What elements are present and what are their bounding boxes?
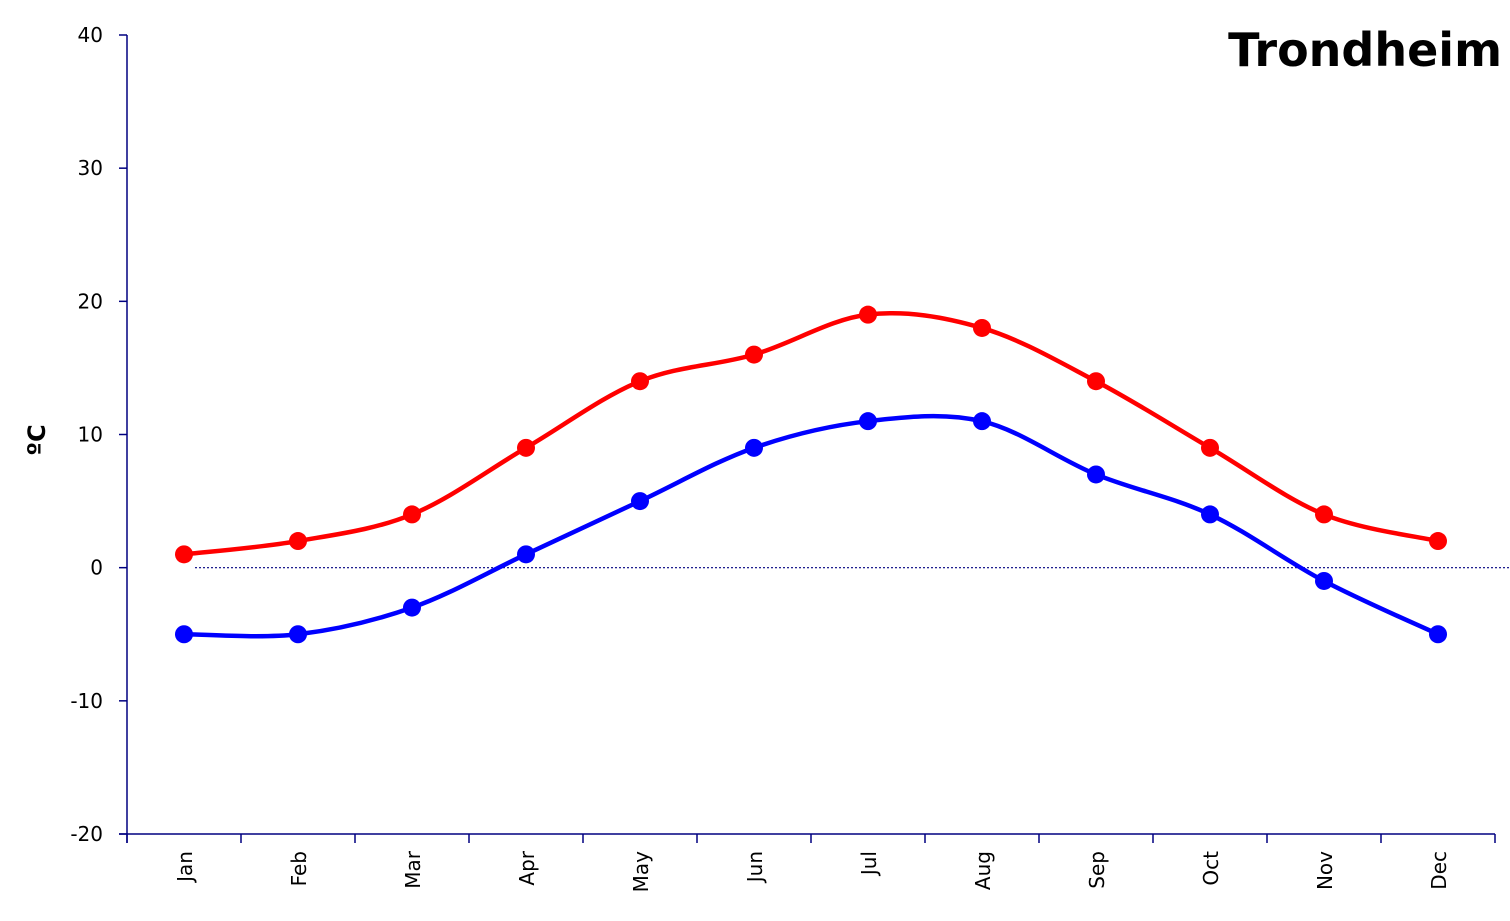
chart-title: Trondheim [1228,23,1502,77]
data-point-high-jan [175,545,193,564]
data-point-low-oct [1201,505,1219,524]
data-point-high-aug [973,318,991,337]
data-point-high-jul [859,305,877,324]
data-point-high-feb [289,532,307,551]
data-point-high-mar [403,505,421,524]
data-point-low-nov [1315,571,1333,590]
x-tick-label-jun: Jun [743,851,767,884]
x-tick-label-feb: Feb [287,851,311,886]
data-point-high-nov [1315,505,1333,524]
y-tick-label: 20 [78,289,103,313]
data-point-high-oct [1201,438,1219,457]
x-tick-label-aug: Aug [971,851,995,890]
y-tick-label: 0 [90,556,103,580]
data-point-low-mar [403,598,421,617]
data-point-low-jun [745,438,763,457]
data-point-high-jun [745,345,763,364]
x-tick-label-sep: Sep [1085,851,1109,889]
x-tick-label-oct: Oct [1199,851,1223,886]
x-tick-label-apr: Apr [515,850,539,885]
data-point-low-apr [517,545,535,564]
y-tick-label: 40 [78,23,103,47]
data-point-low-aug [973,412,991,431]
data-point-high-apr [517,438,535,457]
y-tick-label: 30 [78,156,103,180]
data-point-high-may [631,372,649,391]
data-point-low-dec [1429,625,1447,644]
data-point-low-may [631,492,649,511]
x-tick-label-mar: Mar [401,850,425,889]
x-tick-label-jan: Jan [173,851,197,884]
x-tick-label-nov: Nov [1313,851,1337,890]
data-point-low-jul [859,412,877,431]
y-tick-label: 10 [78,423,103,447]
y-tick-label: -10 [70,689,103,713]
series-line-high [183,311,1439,557]
y-tick-label: -20 [70,822,103,846]
data-point-low-jan [175,625,193,644]
x-tick-label-jul: Jul [857,851,881,877]
y-axis-label: ºC [23,424,51,455]
data-point-low-sep [1087,465,1105,484]
data-point-low-feb [289,625,307,644]
data-point-high-dec [1429,532,1447,551]
data-point-high-sep [1087,372,1105,391]
x-tick-label-may: May [629,851,653,893]
x-tick-label-dec: Dec [1427,851,1451,890]
